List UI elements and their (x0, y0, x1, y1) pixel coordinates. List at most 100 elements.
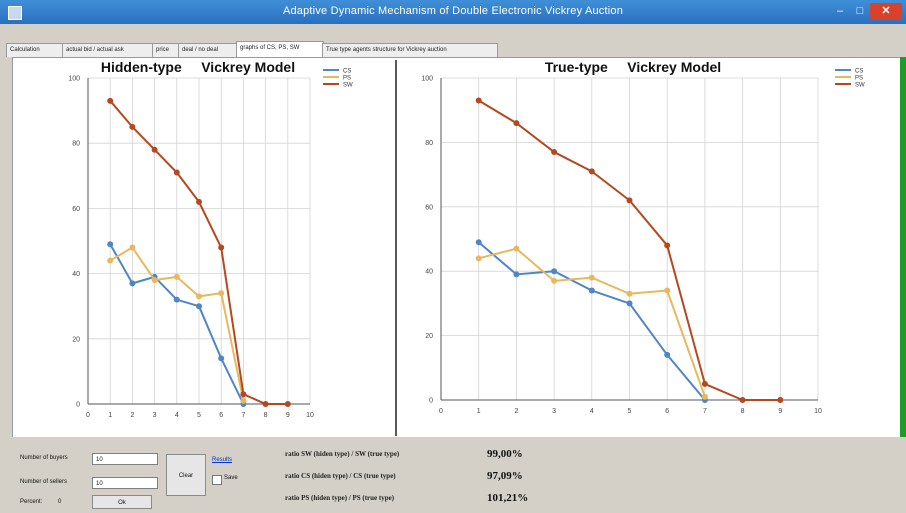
hidden-chart-series-ps-point (129, 245, 135, 251)
hidden-chart-legend-label-cs: CS (343, 69, 351, 75)
true-chart-series-ps-point (627, 291, 633, 297)
true-chart-series-cs-point (513, 271, 519, 277)
true-chart-series-sw-point (476, 98, 482, 104)
true-chart-series-sw-point (513, 120, 519, 126)
true-chart-x-tick-label: 6 (665, 408, 669, 415)
hidden-chart-series-sw-point (107, 98, 113, 104)
title-bar: Adaptive Dynamic Mechanism of Double Ele… (0, 0, 906, 24)
progress-indicator-bar (900, 57, 906, 437)
hidden-chart-x-tick-label: 4 (175, 412, 179, 419)
clear-button[interactable]: Clear (166, 454, 206, 496)
minimize-button[interactable]: – (830, 3, 850, 19)
tab-actual-bid-ask[interactable]: actual bid / actual ask (62, 43, 156, 57)
buyers-input[interactable]: 10 (92, 453, 158, 465)
tab-true-type-structure[interactable]: True type agents structure for Vickrey a… (322, 43, 498, 57)
true-chart-x-tick-label: 3 (552, 408, 556, 415)
true-chart-series-sw-point (740, 397, 746, 403)
hidden-chart-series-sw-point (218, 245, 224, 251)
true-chart-legend-label-sw: SW (855, 83, 865, 89)
true-chart-x-tick-label: 4 (590, 408, 594, 415)
true-chart-series-cs-point (627, 300, 633, 306)
maximize-button[interactable]: □ (850, 3, 870, 19)
hidden-chart-x-tick-label: 3 (153, 412, 157, 419)
hidden-chart-x-tick-label: 5 (197, 412, 201, 419)
save-checkbox[interactable] (212, 475, 222, 485)
ratio-sw-label: ratio SW (hiden type) / SW (true type) (285, 450, 399, 458)
true-chart-x-tick-label: 8 (741, 408, 745, 415)
graphs-panel: 0 1 2 3 4 5 6 7 8 9 10 0 20 40 60 80 100 Hidden-type Vick… (12, 57, 906, 439)
tab-calculation[interactable]: Calculation (6, 43, 66, 57)
true-chart-series-cs-point (551, 268, 557, 274)
hidden-chart-series-sw-point (152, 147, 158, 153)
hidden-chart-x-tick-label: 1 (108, 412, 112, 419)
hidden-chart-series-ps-point (107, 258, 113, 264)
hidden-chart-x-tick-label: 0 (86, 412, 90, 419)
hidden-chart-series-ps-point (196, 293, 202, 299)
sellers-label: Number of sellers (20, 479, 67, 485)
tab-deal-no-deal[interactable]: deal / no deal (178, 43, 240, 57)
hidden-chart-series-cs-point (174, 297, 180, 303)
true-chart-title: True-type Vickrey Model (545, 59, 721, 75)
true-chart-series-sw-point (702, 381, 708, 387)
hidden-chart-y-tick-label: 0 (76, 402, 80, 409)
true-chart-series-ps-point (476, 255, 482, 261)
true-chart-series-cs-point (664, 352, 670, 358)
hidden-chart-y-tick-label: 60 (72, 206, 80, 213)
close-button[interactable]: ✕ (870, 3, 902, 19)
ok-button[interactable]: Ok (92, 495, 152, 509)
hidden-chart-series-ps-point (174, 274, 180, 280)
true-chart-series-sw-point (589, 168, 595, 174)
true-chart-x-tick-label: 10 (814, 408, 822, 415)
true-chart-y-tick-label: 0 (429, 398, 433, 405)
ratio-cs-value: 97,09% (487, 470, 523, 482)
hidden-chart-series-ps-point (218, 290, 224, 296)
true-chart-series-ps-point (589, 275, 595, 281)
hidden-chart-series-sw-point (263, 401, 269, 407)
hidden-chart-x-tick-label: 10 (306, 412, 314, 419)
true-chart-series-ps-point (664, 288, 670, 294)
window-title: Adaptive Dynamic Mechanism of Double Ele… (0, 5, 906, 17)
percent-label: Percent: (20, 499, 42, 505)
buyers-label: Number of buyers (20, 455, 68, 461)
true-chart-series-cs-point (589, 288, 595, 294)
save-label: Save (224, 475, 238, 481)
hidden-chart-series-sw-point (285, 401, 291, 407)
true-chart-y-tick-label: 60 (425, 204, 433, 211)
hidden-chart-series-sw-point (129, 124, 135, 130)
results-link[interactable]: Results (212, 457, 232, 463)
control-panel: Number of buyers 10 Number of sellers 10… (0, 437, 906, 513)
hidden-chart-series-ps-point (152, 277, 158, 283)
hidden-chart-series-cs-point (107, 241, 113, 247)
true-chart-x-tick-label: 0 (439, 408, 443, 415)
hidden-chart-legend-label-ps: PS (343, 76, 351, 82)
true-chart-y-tick-label: 100 (421, 76, 433, 83)
true-chart-series-ps-point (702, 394, 708, 400)
hidden-chart-y-tick-label: 20 (72, 336, 80, 343)
hidden-chart-y-tick-label: 100 (68, 76, 80, 83)
hidden-chart-x-tick-label: 6 (219, 412, 223, 419)
ratio-ps-value: 101,21% (487, 492, 528, 504)
tab-graphs[interactable]: graphs of CS, PS, SW (236, 41, 324, 57)
hidden-chart-y-tick-label: 80 (72, 141, 80, 148)
true-chart-series-ps-point (513, 246, 519, 252)
true-chart-x-tick-label: 1 (477, 408, 481, 415)
hidden-chart-series-ps-point (240, 398, 246, 404)
sellers-input[interactable]: 10 (92, 477, 158, 489)
true-chart-series-ps-point (551, 278, 557, 284)
hidden-chart-x-tick-label: 8 (264, 412, 268, 419)
hidden-chart-series-cs-point (218, 355, 224, 361)
true-chart-y-tick-label: 20 (425, 333, 433, 340)
ratio-ps-label: ratio PS (hiden type) / PS (true type) (285, 494, 394, 502)
hidden-chart-x-tick-label: 7 (241, 412, 245, 419)
hidden-chart-y-tick-label: 40 (72, 271, 80, 278)
true-chart-legend-label-cs: CS (855, 69, 863, 75)
hidden-chart-series-sw-point (174, 170, 180, 176)
true-chart-x-tick-label: 7 (703, 408, 707, 415)
true-chart-x-tick-label: 2 (514, 408, 518, 415)
hidden-chart-series-sw-point (240, 391, 246, 397)
hidden-chart-x-tick-label: 2 (130, 412, 134, 419)
true-chart-series-sw-point (777, 397, 783, 403)
true-chart-y-tick-label: 80 (425, 140, 433, 147)
true-chart-series-cs-point (476, 239, 482, 245)
